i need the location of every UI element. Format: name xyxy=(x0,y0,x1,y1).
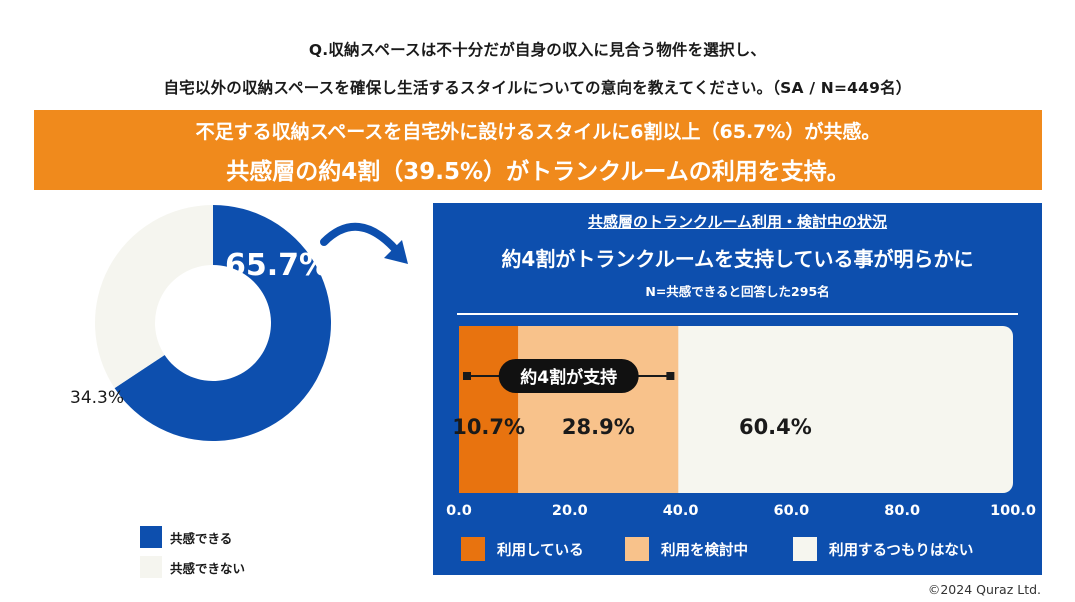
donut-slice-agree xyxy=(114,205,332,441)
legend-swatch-disagree xyxy=(140,556,162,578)
x-tick-label: 100.0 xyxy=(990,503,1036,519)
legend-label-agree: 共感できる xyxy=(170,530,233,546)
curved-arrow-icon xyxy=(320,222,408,264)
bar-legend-swatch-considering xyxy=(625,537,649,561)
annotation-label: 約4割が支持 xyxy=(520,367,617,388)
bar-legend-label-using: 利用している xyxy=(497,542,584,559)
bar-legend-label-not-intending: 利用するつもりはない xyxy=(829,542,974,559)
bar-segment-considering xyxy=(518,326,679,493)
bar-legend-label-considering: 利用を検討中 xyxy=(661,542,748,559)
banner-line-2: 共感層の約4割（39.5%）がトランクルームの利用を支持。 xyxy=(226,159,850,185)
bar-legend-swatch-using xyxy=(461,537,485,561)
legend-swatch-agree xyxy=(140,526,162,548)
annotation-cap-left xyxy=(463,372,471,380)
copyright-text: ©2024 Quraz Ltd. xyxy=(927,582,1041,597)
donut-chart: 65.7% 34.3% xyxy=(70,205,332,441)
x-tick-label: 60.0 xyxy=(774,503,810,519)
banner-line-1: 不足する収納スペースを自宅外に設けるスタイルに6割以上（65.7%）が共感。 xyxy=(195,121,881,143)
stacked-bar-chart: 10.7% 28.9% 60.4% 約4割が支持 0.0 20.0 40.0 60.0 80.0… xyxy=(446,326,1036,519)
legend-item-disagree: 共感できない xyxy=(140,556,245,578)
donut-label-agree: 65.7% xyxy=(225,248,329,283)
x-tick-label: 40.0 xyxy=(663,503,699,519)
bar-value-considering: 28.9% xyxy=(562,415,635,439)
question-line-2: 自宅以外の収納スペースを確保し生活するスタイルについての意向を教えてください。（… xyxy=(163,79,912,97)
panel-subtitle: 共感層のトランクルーム利用・検討中の状況 xyxy=(587,213,888,231)
donut-label-disagree: 34.3% xyxy=(70,388,124,408)
annotation-pill xyxy=(498,359,639,393)
bar-legend-not-intending: 利用するつもりはない xyxy=(793,536,973,562)
donut-slice-disagree xyxy=(94,205,213,389)
x-tick-label: 0.0 xyxy=(446,503,472,519)
x-tick-label: 20.0 xyxy=(552,503,588,519)
bar-legend-considering: 利用を検討中 xyxy=(625,536,748,562)
bar-segment-using xyxy=(459,326,519,493)
panel-sample-note: N=共感できると回答した295名 xyxy=(645,284,830,299)
legend-label-disagree: 共感できない xyxy=(170,560,246,576)
panel-divider xyxy=(457,313,1018,315)
x-tick-label: 80.0 xyxy=(884,503,920,519)
bar-legend-swatch-not-intending xyxy=(793,537,817,561)
detail-panel: 共感層のトランクルーム利用・検討中の状況 約4割がトランクルームを支持している事… xyxy=(433,203,1042,575)
bar-value-not-intending: 60.4% xyxy=(739,415,812,439)
question-line-1: Q.収納スペースは不十分だが自身の収入に見合う物件を選択し、 xyxy=(308,41,767,59)
legend-item-agree: 共感できる xyxy=(140,526,232,548)
bar-legend-using: 利用している xyxy=(461,536,584,562)
panel-headline: 約4割がトランクルームを支持している事が明らかに xyxy=(501,247,974,271)
bar-segment-not-intending xyxy=(678,326,691,493)
summary-banner: 不足する収納スペースを自宅外に設けるスタイルに6割以上（65.7%）が共感。 共… xyxy=(34,110,1042,190)
bar-value-using: 10.7% xyxy=(452,415,525,439)
annotation-cap-right xyxy=(666,372,675,380)
